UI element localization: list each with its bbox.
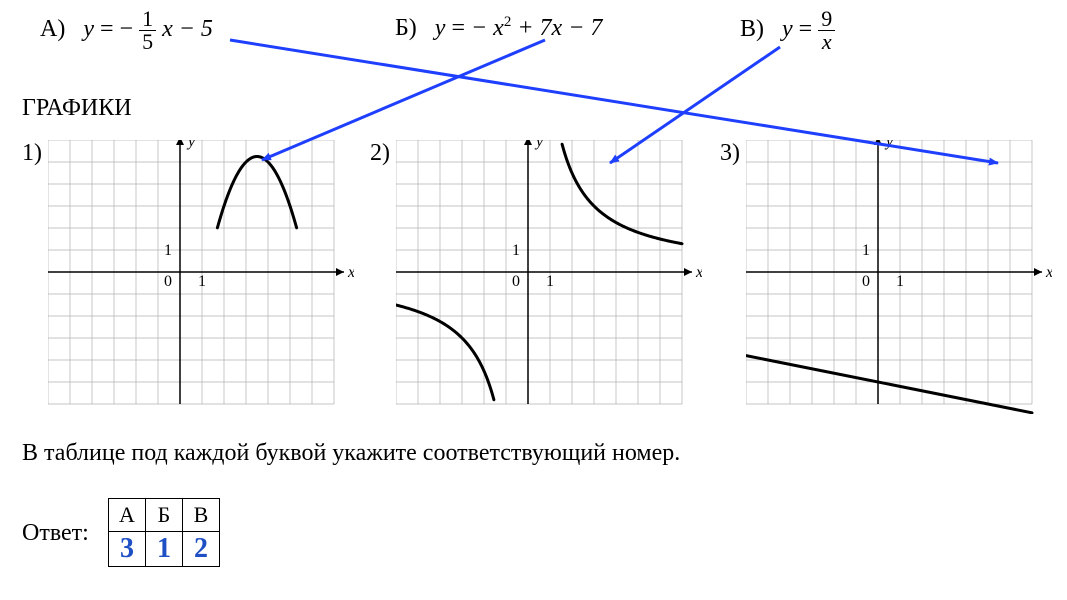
- answer-h1: А: [109, 499, 146, 532]
- formula-a-frac-den: 5: [139, 31, 156, 53]
- chart3-label: 3): [720, 140, 740, 167]
- formula-b-rhs-pre: − x: [471, 15, 504, 41]
- answer-h2: Б: [146, 499, 183, 532]
- formula-b-rhs-post: + 7x − 7: [517, 15, 602, 41]
- graphs-heading: ГРАФИКИ: [22, 95, 132, 122]
- answer-label: Ответ:: [22, 520, 89, 547]
- chart2-label: 2): [370, 140, 390, 167]
- formula-c-frac-num: 9: [818, 8, 835, 31]
- formula-b-eq: =: [451, 15, 465, 41]
- formula-c-lhs: y: [782, 16, 793, 42]
- answer-table: А Б В 3 1 2: [108, 498, 220, 567]
- formula-a-frac: 1 5: [139, 8, 156, 53]
- chart3-line: 0 1 1 x y: [746, 140, 1052, 414]
- formula-a-letter: А): [40, 16, 65, 42]
- formula-c-letter: В): [740, 16, 764, 42]
- svg-text:y: y: [884, 140, 894, 150]
- answer-a1: 3: [109, 532, 146, 567]
- svg-text:x: x: [1045, 264, 1052, 281]
- svg-text:y: y: [534, 140, 544, 150]
- formula-a-tail: x − 5: [162, 16, 213, 42]
- answer-h3: В: [183, 499, 220, 532]
- svg-text:0: 0: [862, 273, 870, 290]
- question-text: В таблице под каждой буквой укажите соот…: [22, 440, 680, 467]
- formula-c: В) y = 9 x: [740, 8, 835, 53]
- chart2-hyperbola: 0 1 1 x y: [396, 140, 702, 414]
- formula-a-lhs: y: [83, 16, 94, 42]
- chart1-parabola: 0 1 1 x y: [48, 140, 354, 414]
- answer-a2: 1: [146, 532, 183, 567]
- svg-text:0: 0: [512, 273, 520, 290]
- formula-a-pre: −: [120, 16, 134, 42]
- svg-text:1: 1: [546, 273, 554, 290]
- formula-a-eq: =: [100, 16, 114, 42]
- svg-text:x: x: [695, 264, 702, 281]
- svg-text:1: 1: [198, 273, 206, 290]
- svg-text:x: x: [347, 264, 354, 281]
- svg-text:y: y: [186, 140, 196, 150]
- answer-header-row: А Б В: [109, 499, 220, 532]
- answer-value-row: 3 1 2: [109, 532, 220, 567]
- svg-text:1: 1: [862, 242, 870, 259]
- chart1-label: 1): [22, 140, 42, 167]
- formula-b-lhs: y: [435, 15, 446, 41]
- formula-a-frac-num: 1: [139, 8, 156, 31]
- formula-b-sup: 2: [504, 14, 512, 30]
- formula-a: А) y = − 1 5 x − 5: [40, 8, 213, 53]
- svg-text:1: 1: [164, 242, 172, 259]
- formula-c-eq: =: [799, 16, 813, 42]
- svg-text:1: 1: [512, 242, 520, 259]
- svg-text:0: 0: [164, 273, 172, 290]
- answer-a3: 2: [183, 532, 220, 567]
- formula-b: Б) y = − x2 + 7x − 7: [395, 14, 602, 42]
- formula-c-frac-den: x: [818, 31, 835, 53]
- svg-text:1: 1: [896, 273, 904, 290]
- formula-c-frac: 9 x: [818, 8, 835, 53]
- formula-b-letter: Б): [395, 15, 417, 41]
